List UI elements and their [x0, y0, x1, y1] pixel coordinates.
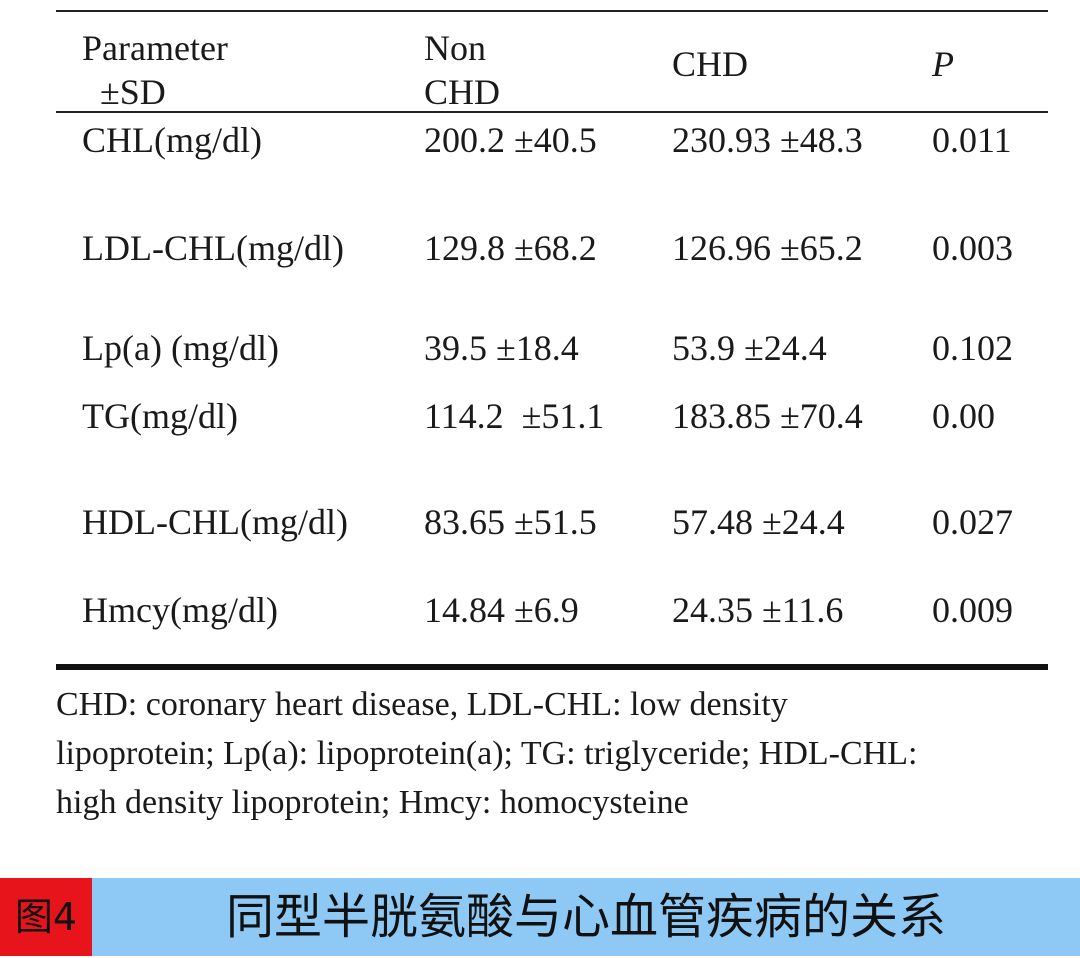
row-1-chd: 230.93 ±48.3 — [672, 120, 863, 160]
row-5-parameter: HDL-CHL(mg/dl) — [82, 502, 348, 542]
header-sd: ±SD — [100, 72, 166, 112]
row-6-parameter: Hmcy(mg/dl) — [82, 590, 278, 630]
figure-caption-bar: 图4 同型半胱氨酸与心血管疾病的关系 — [0, 878, 1080, 956]
figure-caption-title: 同型半胱氨酸与心血管疾病的关系 — [225, 889, 946, 945]
row-2-p: 0.003 — [932, 228, 1013, 268]
header-non: Non — [424, 28, 486, 68]
row-6-chd: 24.35 ±11.6 — [672, 590, 844, 630]
row-4-p: 0.00 — [932, 396, 995, 436]
header-non-chd: CHD — [424, 72, 501, 112]
figure-number-tag: 图4 — [0, 878, 92, 956]
header-p-value: P — [932, 44, 954, 84]
row-2-non-chd: 129.8 ±68.2 — [424, 228, 597, 268]
row-3-chd: 53.9 ±24.4 — [672, 328, 827, 368]
lipid-table: Parameter ±SD Non CHD CHD P CHL(mg/dl) 2… — [56, 10, 1048, 670]
row-3-non-chd: 39.5 ±18.4 — [424, 328, 579, 368]
row-4-chd: 183.85 ±70.4 — [672, 396, 863, 436]
row-1-non-chd: 200.2 ±40.5 — [424, 120, 597, 160]
footnote-line-3: high density lipoprotein; Hmcy: homocyst… — [56, 784, 689, 821]
footnote-line-1: CHD: coronary heart disease, LDL-CHL: lo… — [56, 686, 788, 723]
table-bottom-rule — [56, 664, 1048, 670]
row-6-p: 0.009 — [932, 590, 1013, 630]
row-3-p: 0.102 — [932, 328, 1013, 368]
header-parameter: Parameter — [82, 28, 228, 68]
table-header-rule — [56, 111, 1048, 113]
header-chd: CHD — [672, 44, 749, 84]
row-4-parameter: TG(mg/dl) — [82, 396, 238, 436]
row-1-p: 0.011 — [932, 120, 1012, 160]
row-5-non-chd: 83.65 ±51.5 — [424, 502, 597, 542]
row-5-p: 0.027 — [932, 502, 1013, 542]
table-footnote: CHD: coronary heart disease, LDL-CHL: lo… — [56, 680, 1056, 827]
footnote-line-2: lipoprotein; Lp(a): lipoprotein(a); TG: … — [56, 735, 918, 772]
row-3-parameter: Lp(a) (mg/dl) — [82, 328, 279, 368]
row-2-parameter: LDL-CHL(mg/dl) — [82, 228, 344, 268]
row-5-chd: 57.48 ±24.4 — [672, 502, 845, 542]
row-2-chd: 126.96 ±65.2 — [672, 228, 863, 268]
row-6-non-chd: 14.84 ±6.9 — [424, 590, 579, 630]
row-4-non-chd: 114.2 ±51.1 — [424, 396, 605, 436]
table-top-rule — [56, 10, 1048, 12]
row-1-parameter: CHL(mg/dl) — [82, 120, 262, 160]
